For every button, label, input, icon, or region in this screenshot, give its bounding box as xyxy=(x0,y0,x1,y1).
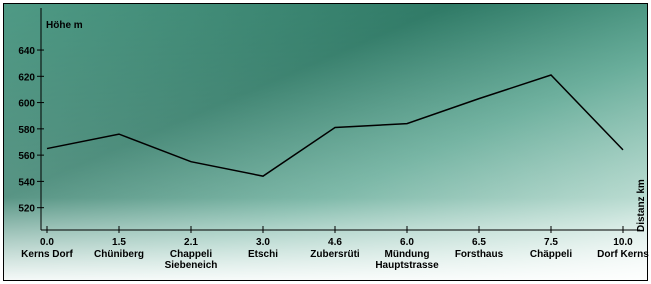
y-tick-label: 560 xyxy=(18,151,35,162)
place-label: Chäppeli xyxy=(530,249,572,260)
x-tick-label: 2.1 xyxy=(184,237,198,248)
y-axis-label: Höhe m xyxy=(46,20,83,31)
x-tick-label: 4.6 xyxy=(328,237,342,248)
x-tick-label: 1.5 xyxy=(112,237,126,248)
place-label: Mündung xyxy=(385,249,430,260)
place-label: Dorf Kerns xyxy=(597,249,649,260)
y-tick-label: 540 xyxy=(18,177,35,188)
y-tick-label: 600 xyxy=(18,99,35,110)
place-label: Forsthaus xyxy=(455,249,504,260)
x-tick-label: 6.0 xyxy=(400,237,414,248)
chart: Höhe m Distanz km 520 540 560 580 600 620 640 0… xyxy=(0,0,651,284)
y-tick-label: 620 xyxy=(18,72,35,83)
place-label: Chüniberg xyxy=(94,249,144,260)
place-label: Siebeneich xyxy=(165,260,218,271)
x-tick-label: 0.0 xyxy=(40,237,54,248)
page: Höhe m Distanz km 520 540 560 580 600 620 640 0… xyxy=(0,0,651,284)
place-label: Hauptstrasse xyxy=(375,260,439,271)
x-axis-label: Distanz km xyxy=(636,179,647,232)
y-tick-label: 520 xyxy=(18,204,35,215)
y-tick-label: 640 xyxy=(18,46,35,57)
x-tick-label: 7.5 xyxy=(544,237,558,248)
place-label: Chappeli xyxy=(170,249,212,260)
x-tick-label: 3.0 xyxy=(256,237,270,248)
x-tick-label: 6.5 xyxy=(472,237,486,248)
place-label: Zubersrüti xyxy=(310,249,360,260)
place-label: Etschi xyxy=(248,249,278,260)
x-tick-label: 10.0 xyxy=(613,237,633,248)
place-label: Kerns Dorf xyxy=(21,249,73,260)
y-tick-label: 580 xyxy=(18,125,35,136)
